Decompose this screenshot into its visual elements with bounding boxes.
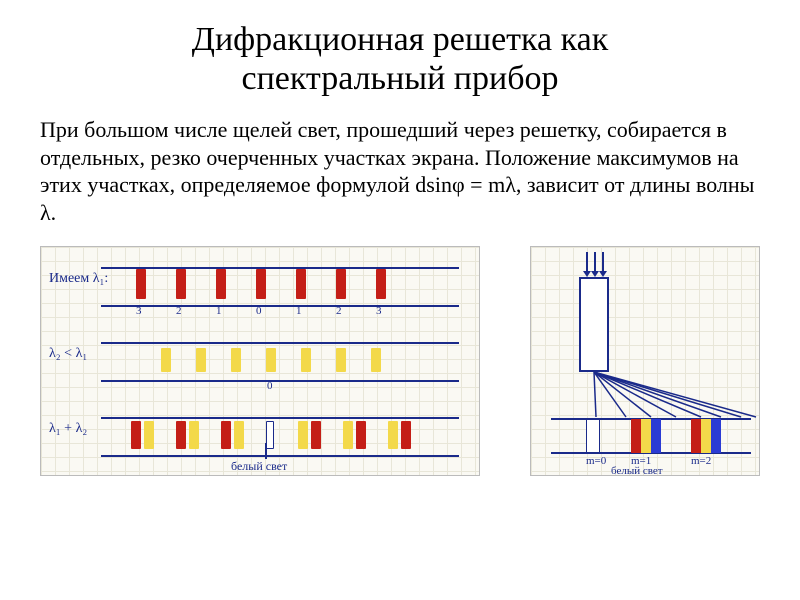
maxima-bar (401, 421, 411, 449)
maxima-bar (266, 348, 276, 372)
maxima-bar (196, 348, 206, 372)
spectrum-band (691, 419, 701, 453)
figures-row: Имеем λ₁: λ₂ < λ₁ λ₁ + λ₂ 3 2 1 0 1 2 3 0 белый све… (40, 246, 760, 476)
maxima-bar (144, 421, 154, 449)
spectrum-line (101, 305, 459, 307)
maxima-bar (371, 348, 381, 372)
order-label: m=0 (586, 455, 606, 467)
maxima-bar (234, 421, 244, 449)
maxima-bar (136, 269, 146, 299)
maxima-bar (336, 269, 346, 299)
spectrum-band (641, 419, 651, 453)
order-number: 0 (267, 380, 273, 392)
spectrum-line (101, 417, 459, 419)
maxima-bar (343, 421, 353, 449)
order-number: 0 (256, 305, 262, 317)
figure-right: m=0m=1m=2белый свет (530, 246, 760, 476)
spectrum-band (586, 419, 600, 453)
order-number: 3 (136, 305, 142, 317)
spectrum-line (101, 455, 459, 457)
order-label: m=2 (691, 455, 711, 467)
maxima-bar (176, 421, 186, 449)
spectrum-band (631, 419, 641, 453)
white-light-label: белый свет (231, 459, 287, 474)
order-number: 1 (216, 305, 222, 317)
spectrum-band (651, 419, 661, 453)
maxima-bar (298, 421, 308, 449)
maxima-bar (336, 348, 346, 372)
order-number: 3 (376, 305, 382, 317)
maxima-bar (256, 269, 266, 299)
figure-left: Имеем λ₁: λ₂ < λ₁ λ₁ + λ₂ 3 2 1 0 1 2 3 0 белый све… (40, 246, 480, 476)
spectrum-band (701, 419, 711, 453)
maxima-bar (301, 348, 311, 372)
maxima-bar (356, 421, 366, 449)
arrow-icon (265, 443, 267, 459)
order-number: 2 (176, 305, 182, 317)
row-label: λ₂ < λ₁ (49, 346, 87, 362)
left-figure-canvas: Имеем λ₁: λ₂ < λ₁ λ₁ + λ₂ 3 2 1 0 1 2 3 0 белый све… (41, 247, 479, 475)
order-number: 2 (336, 305, 342, 317)
white-light-label: белый свет (611, 465, 663, 477)
maxima-bar (388, 421, 398, 449)
spectrum-line (101, 380, 459, 382)
maxima-bar (296, 269, 306, 299)
maxima-bar (216, 269, 226, 299)
maxima-bar (376, 269, 386, 299)
spectrum-band (711, 419, 721, 453)
right-figure-canvas: m=0m=1m=2белый свет (531, 247, 759, 475)
spectrum-line (101, 267, 459, 269)
spectrum-line (101, 342, 459, 344)
page-title: Дифракционная решетка как спектральный п… (40, 20, 760, 98)
maxima-bar (266, 421, 274, 449)
maxima-bar (221, 421, 231, 449)
title-line2: спектральный прибор (241, 60, 558, 97)
order-number: 1 (296, 305, 302, 317)
maxima-bar (311, 421, 321, 449)
maxima-bar (189, 421, 199, 449)
body-paragraph: При большом числе щелей свет, прошедший … (40, 116, 760, 226)
row-label: λ₁ + λ₂ (49, 421, 87, 437)
maxima-bar (176, 269, 186, 299)
maxima-bar (131, 421, 141, 449)
maxima-bar (161, 348, 171, 372)
title-line1: Дифракционная решетка как (192, 21, 608, 58)
row-label: Имеем λ₁: (49, 271, 108, 287)
maxima-bar (231, 348, 241, 372)
